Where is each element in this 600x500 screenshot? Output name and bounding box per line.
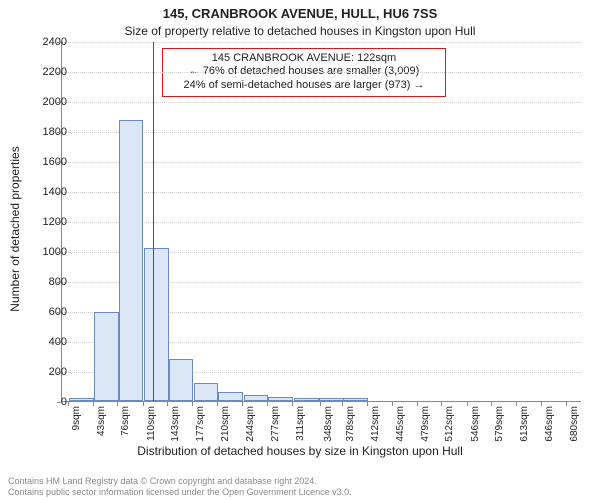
x-tick-label: 177sqm [195, 406, 206, 442]
y-tick-mark [57, 402, 61, 403]
footer-line1: Contains HM Land Registry data © Crown c… [8, 476, 592, 487]
y-tick-label: 1800 [31, 126, 67, 138]
x-tick-mark [242, 402, 243, 406]
x-tick-label: 43sqm [96, 406, 107, 436]
gridline-h [62, 102, 581, 103]
footer-attribution: Contains HM Land Registry data © Crown c… [8, 476, 592, 498]
x-axis-title: Distribution of detached houses by size … [0, 442, 600, 458]
histogram-bar [119, 120, 144, 401]
y-tick-label: 800 [31, 276, 67, 288]
x-tick-mark [392, 402, 393, 406]
x-tick-mark [491, 402, 492, 406]
x-tick-mark [217, 402, 218, 406]
y-tick-mark [57, 132, 61, 133]
y-tick-mark [57, 282, 61, 283]
x-tick-mark [541, 402, 542, 406]
x-tick-label: 210sqm [220, 406, 231, 442]
histogram-bar [69, 398, 94, 400]
histogram-bar [319, 398, 344, 401]
x-tick-label: 348sqm [323, 406, 334, 442]
x-tick-mark [93, 402, 94, 406]
y-tick-mark [57, 252, 61, 253]
y-tick-mark [57, 312, 61, 313]
x-tick-mark [417, 402, 418, 406]
x-tick-label: 378sqm [345, 406, 356, 442]
x-tick-label: 9sqm [71, 406, 82, 430]
gridline-h [62, 42, 581, 43]
footer-line2: Contains public sector information licen… [8, 487, 592, 498]
x-tick-label: 479sqm [420, 406, 431, 442]
x-tick-mark [292, 402, 293, 406]
histogram-bar [343, 398, 368, 400]
y-tick-label: 400 [31, 336, 67, 348]
marker-line [153, 42, 154, 401]
x-tick-mark [68, 402, 69, 406]
x-tick-mark [367, 402, 368, 406]
x-tick-mark [566, 402, 567, 406]
y-tick-label: 1600 [31, 156, 67, 168]
x-tick-label: 546sqm [470, 406, 481, 442]
x-tick-mark [320, 402, 321, 406]
x-tick-label: 445sqm [395, 406, 406, 442]
chart-container: Number of detached properties 145 CRANBR… [5, 42, 595, 442]
x-tick-label: 244sqm [245, 406, 256, 442]
histogram-bar [194, 383, 219, 401]
x-tick-mark [117, 402, 118, 406]
x-tick-label: 646sqm [544, 406, 555, 442]
x-tick-mark [192, 402, 193, 406]
x-tick-mark [167, 402, 168, 406]
y-tick-label: 1200 [31, 216, 67, 228]
histogram-bar [94, 312, 119, 401]
x-tick-label: 579sqm [494, 406, 505, 442]
y-tick-mark [57, 102, 61, 103]
y-tick-label: 1000 [31, 246, 67, 258]
histogram-bar [244, 395, 269, 400]
x-tick-mark [441, 402, 442, 406]
y-tick-mark [57, 372, 61, 373]
plot-area: 145 CRANBROOK AVENUE: 122sqm ← 76% of de… [61, 42, 581, 402]
y-tick-mark [57, 162, 61, 163]
y-tick-label: 200 [31, 366, 67, 378]
y-tick-mark [57, 192, 61, 193]
x-tick-label: 613sqm [519, 406, 530, 442]
page-title: 145, CRANBROOK AVENUE, HULL, HU6 7SS [0, 0, 600, 22]
y-tick-mark [57, 72, 61, 73]
callout-line3: 24% of semi-detached houses are larger (… [169, 79, 439, 93]
y-tick-label: 0 [31, 396, 67, 408]
y-axis-label: Number of detached properties [8, 146, 22, 311]
histogram-bar [268, 397, 293, 401]
x-tick-label: 412sqm [370, 406, 381, 442]
x-tick-label: 277sqm [270, 406, 281, 442]
x-tick-label: 143sqm [170, 406, 181, 442]
x-tick-label: 76sqm [120, 406, 131, 436]
x-tick-mark [143, 402, 144, 406]
x-tick-mark [516, 402, 517, 406]
x-tick-label: 311sqm [295, 406, 306, 441]
x-tick-label: 680sqm [569, 406, 580, 442]
gridline-h [62, 72, 581, 73]
x-tick-mark [267, 402, 268, 406]
x-tick-label: 110sqm [146, 406, 157, 441]
x-tick-mark [467, 402, 468, 406]
callout-line1: 145 CRANBROOK AVENUE: 122sqm [169, 52, 439, 66]
y-tick-label: 2400 [31, 36, 67, 48]
y-tick-label: 2000 [31, 96, 67, 108]
page-subtitle: Size of property relative to detached ho… [0, 22, 600, 42]
x-tick-mark [342, 402, 343, 406]
histogram-bar [294, 398, 319, 401]
y-tick-mark [57, 222, 61, 223]
y-tick-mark [57, 342, 61, 343]
y-tick-label: 600 [31, 306, 67, 318]
histogram-bar [218, 392, 243, 401]
y-tick-label: 1400 [31, 186, 67, 198]
x-tick-label: 512sqm [444, 406, 455, 442]
y-tick-mark [57, 42, 61, 43]
y-tick-label: 2200 [31, 66, 67, 78]
histogram-bar [144, 248, 169, 401]
histogram-bar [169, 359, 194, 401]
